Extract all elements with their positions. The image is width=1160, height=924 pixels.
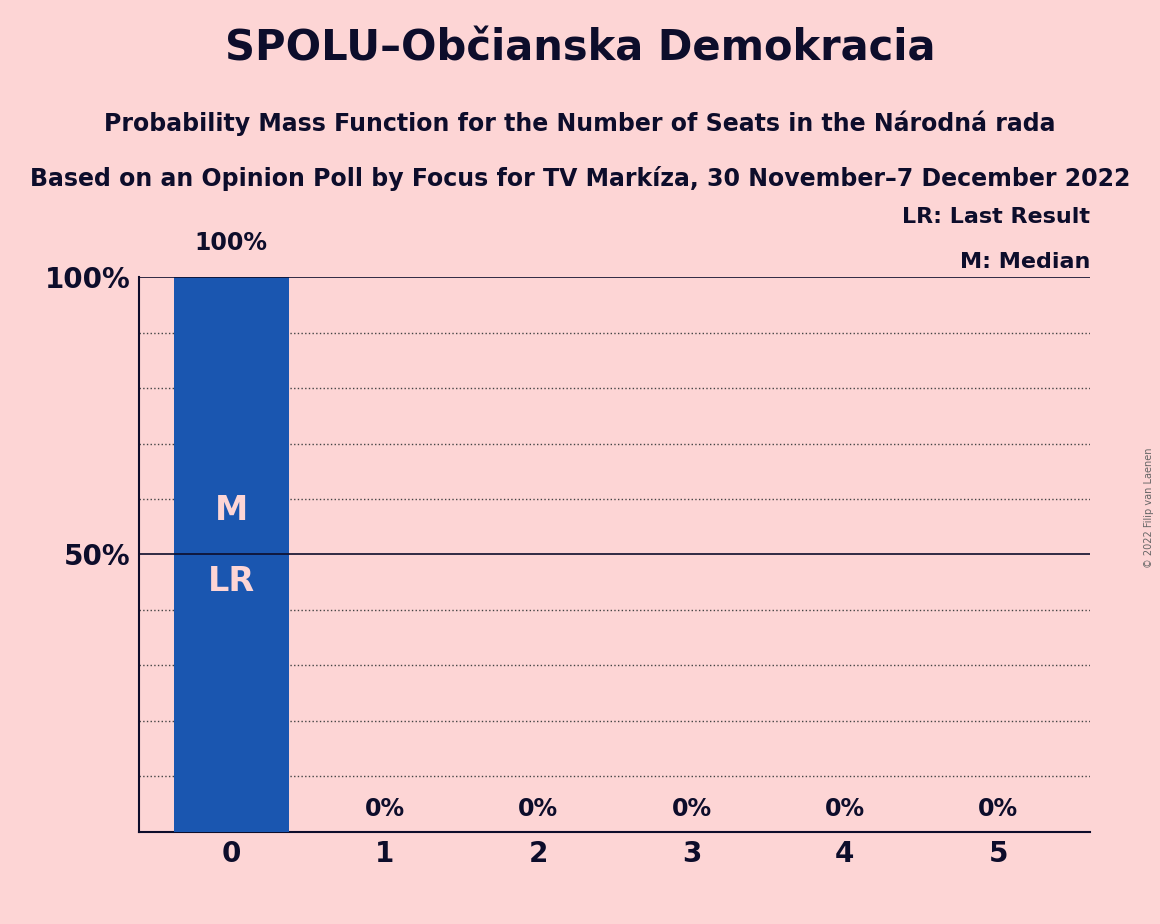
Text: Probability Mass Function for the Number of Seats in the Národná rada: Probability Mass Function for the Number… [104, 111, 1056, 137]
Text: 0%: 0% [519, 796, 558, 821]
Text: 0%: 0% [978, 796, 1018, 821]
Text: 100%: 100% [195, 231, 268, 255]
Text: LR: Last Result: LR: Last Result [902, 207, 1090, 227]
Text: LR: LR [208, 565, 255, 599]
Text: SPOLU–Občianska Demokracia: SPOLU–Občianska Demokracia [225, 28, 935, 69]
Text: 0%: 0% [672, 796, 711, 821]
Text: 0%: 0% [364, 796, 405, 821]
Bar [174, 277, 289, 832]
Text: M: Median: M: Median [960, 251, 1090, 272]
Text: © 2022 Filip van Laenen: © 2022 Filip van Laenen [1144, 448, 1154, 568]
Text: M: M [215, 493, 248, 527]
Text: 0%: 0% [825, 796, 865, 821]
Text: Based on an Opinion Poll by Focus for TV Markíza, 30 November–7 December 2022: Based on an Opinion Poll by Focus for TV… [30, 166, 1130, 191]
